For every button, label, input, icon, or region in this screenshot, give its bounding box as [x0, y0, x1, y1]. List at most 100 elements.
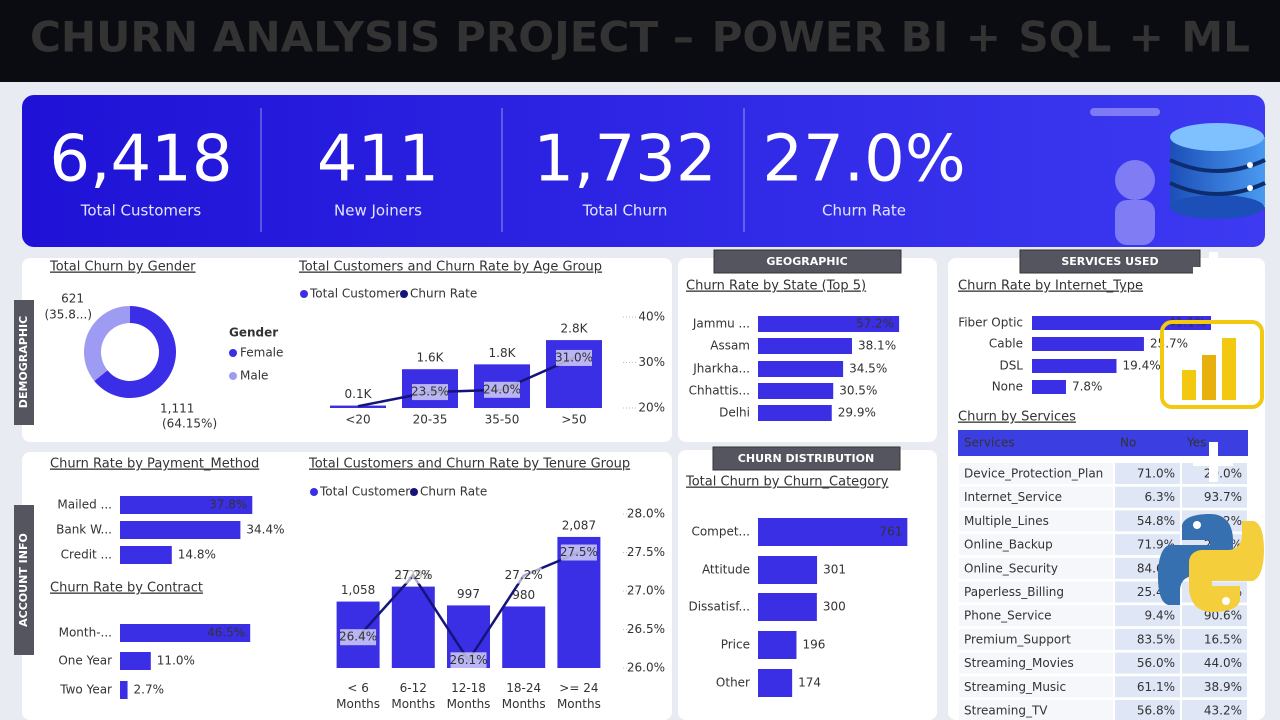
bar — [120, 681, 128, 699]
kpi-value: 27.0% — [762, 123, 965, 197]
header-bar — [0, 0, 1280, 82]
python-icon — [1158, 514, 1264, 612]
x-tick-label: < 6 Months — [336, 681, 380, 711]
kpi-dividers — [260, 108, 745, 232]
header-title-part: POWER BI — [712, 13, 949, 62]
bar — [120, 652, 151, 670]
section-label: DEMOGRAPHIC — [17, 316, 30, 408]
table-cell-bg — [1115, 628, 1180, 650]
table-cell-bg — [959, 676, 1113, 698]
bar-value-label: 34.4% — [246, 523, 284, 537]
legend-label: Churn Rate — [410, 287, 477, 301]
slice-percent-label: (35.8...) — [44, 308, 92, 322]
line — [357, 356, 575, 408]
table-title: Churn by Services — [958, 410, 1076, 425]
table-cell-bg — [1115, 652, 1180, 674]
table-cell: Streaming_Movies — [964, 656, 1074, 670]
line-label-bg — [395, 567, 432, 584]
table-cell: 93.7% — [1204, 490, 1242, 504]
table-cell-bg — [959, 581, 1113, 603]
bar — [758, 669, 793, 697]
line-label-bg — [505, 567, 542, 584]
section-label: SERVICES USED — [1061, 255, 1158, 268]
kpi-value: 1,732 — [533, 123, 716, 197]
table-header-bg — [958, 430, 1248, 456]
header-title-part: + — [1129, 13, 1164, 62]
kpi-value: 411 — [317, 123, 439, 197]
bar-value-label: 0.1K — [345, 387, 373, 401]
line-label-bg — [556, 349, 592, 366]
bar — [391, 586, 435, 668]
table-cell: Streaming_Music — [964, 680, 1066, 694]
x-tick-label: 35-50 — [485, 413, 520, 427]
table-cell-bg — [959, 463, 1113, 484]
x-tick-label: <20 — [345, 413, 370, 427]
table-cell: 9.4% — [1145, 609, 1176, 623]
kpi-label: Total Churn — [582, 202, 668, 220]
line-label-bg — [450, 652, 487, 669]
bar-category: Bank W... — [56, 523, 112, 537]
table-header: Services — [964, 436, 1015, 450]
bar-value-label: 11.0% — [157, 654, 195, 668]
table-cell: 83.5% — [1137, 632, 1175, 646]
table-cell-bg — [959, 628, 1113, 650]
bar-value-label: 761 — [879, 525, 902, 539]
y2-tick-label: 20% — [638, 401, 665, 415]
table-header: No — [1120, 436, 1136, 450]
section-tab — [14, 300, 34, 425]
header-title-part: ML — [1181, 13, 1250, 62]
bar — [758, 518, 908, 546]
bar-value-label: 25.7% — [1150, 337, 1188, 351]
section-label: ACCOUNT INFO — [17, 533, 30, 627]
bar-value-label: 1,058 — [341, 583, 375, 597]
bar — [758, 556, 818, 584]
chart-title: Total Churn by Churn_Category — [685, 475, 889, 490]
bar-value-label: 38.1% — [858, 339, 896, 353]
panel-distribution — [678, 450, 937, 720]
bar — [502, 606, 546, 668]
bar-category: None — [992, 380, 1023, 394]
bar — [1032, 337, 1144, 351]
table-cell: Device_Protection_Plan — [964, 467, 1103, 481]
bar-category: One Year — [58, 654, 112, 668]
line-value-label: 27.5% — [560, 545, 598, 559]
table-cell-bg — [1115, 676, 1180, 698]
legend-marker — [229, 349, 237, 357]
illustration — [1090, 108, 1160, 245]
table-cell: 90.6% — [1204, 609, 1242, 623]
line-value-label: 26.4% — [339, 630, 377, 644]
x-tick-label: 18-24 Months — [502, 681, 546, 711]
bar-value-label: 37.8% — [209, 498, 247, 512]
chart-title: Churn Rate by State (Top 5) — [686, 279, 866, 294]
bar-value-label: 2.7% — [134, 683, 165, 697]
table-cell: Online_Backup — [964, 538, 1053, 552]
x-tick-label: 20-35 — [413, 413, 448, 427]
section-label: CHURN DISTRIBUTION — [738, 452, 874, 465]
chart-title: Churn Rate by Payment_Method — [50, 457, 259, 472]
bar — [330, 405, 386, 408]
chart-title: Churn Rate by Contract — [50, 581, 203, 596]
table-cell: 43.2% — [1204, 704, 1242, 718]
person-icons — [118, 339, 144, 365]
bar-value-label: 19.4% — [1122, 359, 1160, 373]
table-cell-bg — [959, 486, 1113, 508]
table-cell: 44.0% — [1204, 656, 1242, 670]
y2-tick-label: 27.0% — [627, 584, 665, 598]
bar-value-label: 2,087 — [562, 518, 596, 532]
bar-category: Dissatisf... — [688, 600, 750, 614]
section-tab — [1019, 249, 1201, 274]
bar-value-label: 34.5% — [849, 362, 887, 376]
bar-category: Other — [716, 676, 750, 690]
table-cell-bg — [1182, 676, 1247, 698]
bar-value-label: 980 — [512, 588, 535, 602]
table-cell-bg — [1115, 486, 1180, 508]
table-cell-bg — [959, 534, 1113, 556]
legend-marker — [310, 488, 318, 496]
legend-label: Total Customers — [319, 485, 416, 499]
table-cell-bg — [1115, 700, 1180, 720]
legend-label: Churn Rate — [420, 485, 487, 499]
bar — [1032, 359, 1117, 373]
bar — [1032, 316, 1212, 330]
bar — [758, 316, 900, 332]
